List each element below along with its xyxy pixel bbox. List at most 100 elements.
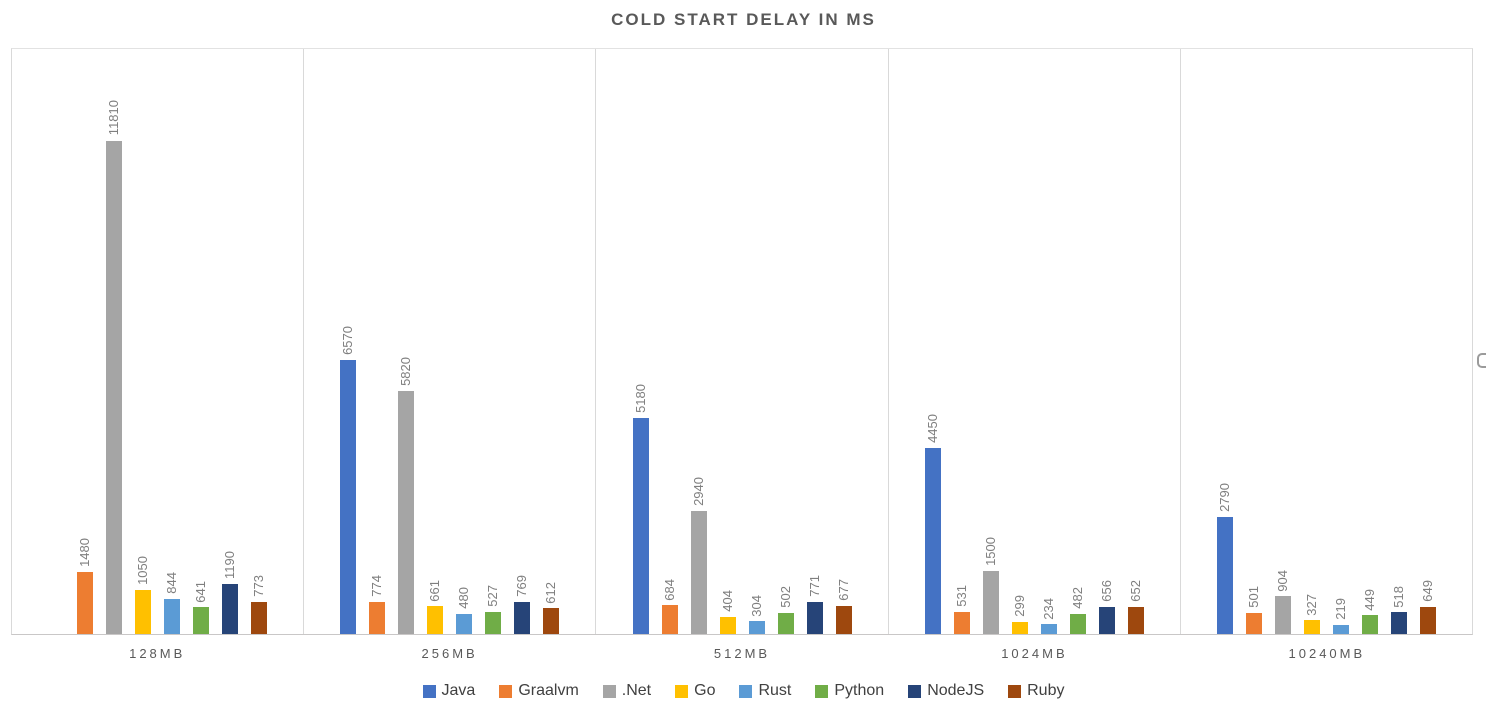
- bar-value-label: 11810: [106, 100, 122, 136]
- bar-value-label: 904: [1274, 569, 1290, 592]
- bar-slot-net-512mb: 2940: [690, 477, 707, 634]
- clipped-glyph-right-edge: [1477, 353, 1486, 368]
- bar-slot-graalvm-10240mb: 501: [1245, 586, 1262, 634]
- bar-value-label: 612: [543, 581, 559, 604]
- bar-slot-rust-512mb: 304: [748, 595, 765, 634]
- category-label-10240mb: 10240MB: [1288, 646, 1366, 661]
- bar-value-label: 5820: [398, 356, 414, 386]
- bar-python-128mb: [193, 607, 210, 634]
- bar-slot-rust-256mb: 480: [456, 587, 473, 634]
- bar-slot-graalvm-256mb: 774: [369, 575, 386, 634]
- bar-net-10240mb: [1274, 596, 1291, 634]
- bar-slot-graalvm-128mb: 1480: [77, 538, 94, 634]
- legend-swatch-net: [602, 684, 616, 698]
- bar-value-label: 844: [164, 572, 180, 594]
- legend-item-nodejs: NodeJS: [908, 682, 984, 700]
- bar-value-label: 2940: [690, 477, 706, 507]
- legend-item-go: Go: [675, 682, 715, 700]
- bar-ruby-128mb: [251, 601, 268, 634]
- legend-label-net: .Net: [621, 682, 652, 699]
- bar-value-label: 649: [1419, 580, 1435, 602]
- bar-value-label: 6570: [340, 325, 356, 355]
- legend-label-rust: Rust: [758, 682, 792, 699]
- bar-slot-python-256mb: 527: [485, 585, 502, 634]
- bar-net-512mb: [690, 511, 707, 634]
- bar-rust-256mb: [456, 613, 473, 634]
- bar-net-256mb: [398, 390, 415, 634]
- bar-rust-1024mb: [1040, 624, 1057, 634]
- bar-nodejs-512mb: [806, 601, 823, 634]
- bar-go-256mb: [427, 606, 444, 634]
- bar-go-10240mb: [1303, 620, 1320, 634]
- bar-value-label: 518: [1390, 585, 1406, 608]
- bar-slot-java-1024mb: 4450: [924, 414, 941, 634]
- bar-slot-nodejs-128mb: 1190: [222, 551, 239, 634]
- bar-value-label: 774: [369, 575, 385, 597]
- bar-java-10240mb: [1216, 517, 1233, 634]
- bar-slot-python-1024mb: 482: [1069, 587, 1086, 634]
- x-axis-category-labels: 128MB 256MB 512MB 1024MB 10240MB: [11, 646, 1473, 661]
- bar-rust-10240mb: [1332, 624, 1349, 634]
- bar-ruby-1024mb: [1127, 606, 1144, 634]
- bar-group-10240mb: 2790 501 904 327 219 449 518 649: [1181, 49, 1472, 634]
- bar-value-label: 482: [1069, 587, 1085, 609]
- bar-value-label: 531: [953, 585, 969, 607]
- bar-slot-python-512mb: 502: [777, 586, 794, 634]
- bar-value-label: 449: [1361, 588, 1377, 611]
- legend-swatch-graalvm: [499, 684, 513, 698]
- bar-slot-rust-128mb: 844: [164, 572, 181, 634]
- bar-slot-go-1024mb: 299: [1011, 594, 1028, 634]
- legend-swatch-ruby: [1008, 684, 1022, 698]
- legend-item-net: .Net: [602, 682, 652, 700]
- bar-value-label: 299: [1011, 594, 1027, 617]
- bar-graalvm-10240mb: [1245, 613, 1262, 634]
- legend-swatch-nodejs: [908, 684, 922, 698]
- bar-slot-python-128mb: 641: [193, 581, 210, 634]
- bar-python-512mb: [777, 613, 794, 634]
- legend-swatch-java: [422, 684, 436, 698]
- legend-item-java: Java: [422, 682, 475, 700]
- bar-group-1024mb: 4450 531 1500 299 234 482 656 652: [889, 49, 1181, 634]
- bar-go-1024mb: [1011, 621, 1028, 634]
- bar-python-256mb: [485, 612, 502, 634]
- legend-label-ruby: Ruby: [1027, 682, 1065, 699]
- bar-value-label: 684: [661, 578, 677, 601]
- legend-item-graalvm: Graalvm: [499, 682, 579, 700]
- bar-slot-go-10240mb: 327: [1303, 593, 1320, 634]
- legend: Java Graalvm .Net Go Rust Python NodeJS Ruby: [0, 682, 1487, 700]
- bar-value-label: 661: [427, 579, 443, 602]
- bar-nodejs-1024mb: [1098, 606, 1115, 634]
- bar-go-128mb: [135, 590, 152, 634]
- legend-label-go: Go: [694, 682, 716, 699]
- bar-group-512mb: 5180 684 2940 404 304 502 771 677: [596, 49, 889, 634]
- bar-python-10240mb: [1361, 615, 1378, 634]
- category-label-512mb: 512MB: [713, 646, 771, 661]
- bar-group-128mb: 1480 11810 1050 844 641 1190 773: [12, 49, 305, 634]
- bar-value-label: 1050: [135, 556, 151, 586]
- bar-graalvm-1024mb: [953, 611, 970, 634]
- legend-item-rust: Rust: [739, 682, 791, 700]
- bar-slot-ruby-10240mb: 649: [1419, 580, 1436, 634]
- bar-value-label: 773: [251, 575, 267, 597]
- bar-value-label: 327: [1303, 593, 1319, 616]
- legend-label-python: Python: [834, 682, 885, 699]
- bar-value-label: 656: [1098, 579, 1114, 602]
- bar-slot-java-256mb: 6570: [340, 325, 357, 634]
- bar-slot-go-512mb: 404: [719, 590, 736, 634]
- chart-title: COLD START DELAY IN MS: [611, 10, 876, 29]
- legend-swatch-go: [675, 684, 689, 698]
- bar-slot-nodejs-1024mb: 656: [1098, 579, 1115, 634]
- legend-swatch-python: [815, 684, 829, 698]
- bar-slot-python-10240mb: 449: [1361, 588, 1378, 634]
- bar-slot-graalvm-1024mb: 531: [953, 585, 970, 634]
- bar-value-label: 1500: [982, 537, 998, 567]
- bar-java-1024mb: [924, 448, 941, 634]
- bar-value-label: 677: [835, 579, 851, 601]
- bar-go-512mb: [719, 617, 736, 634]
- bar-graalvm-128mb: [77, 572, 94, 634]
- bar-rust-512mb: [748, 621, 765, 634]
- bar-value-label: 1190: [222, 551, 238, 580]
- bar-slot-rust-1024mb: 234: [1040, 598, 1057, 634]
- bar-nodejs-10240mb: [1390, 612, 1407, 634]
- category-label-128mb: 128MB: [129, 646, 186, 661]
